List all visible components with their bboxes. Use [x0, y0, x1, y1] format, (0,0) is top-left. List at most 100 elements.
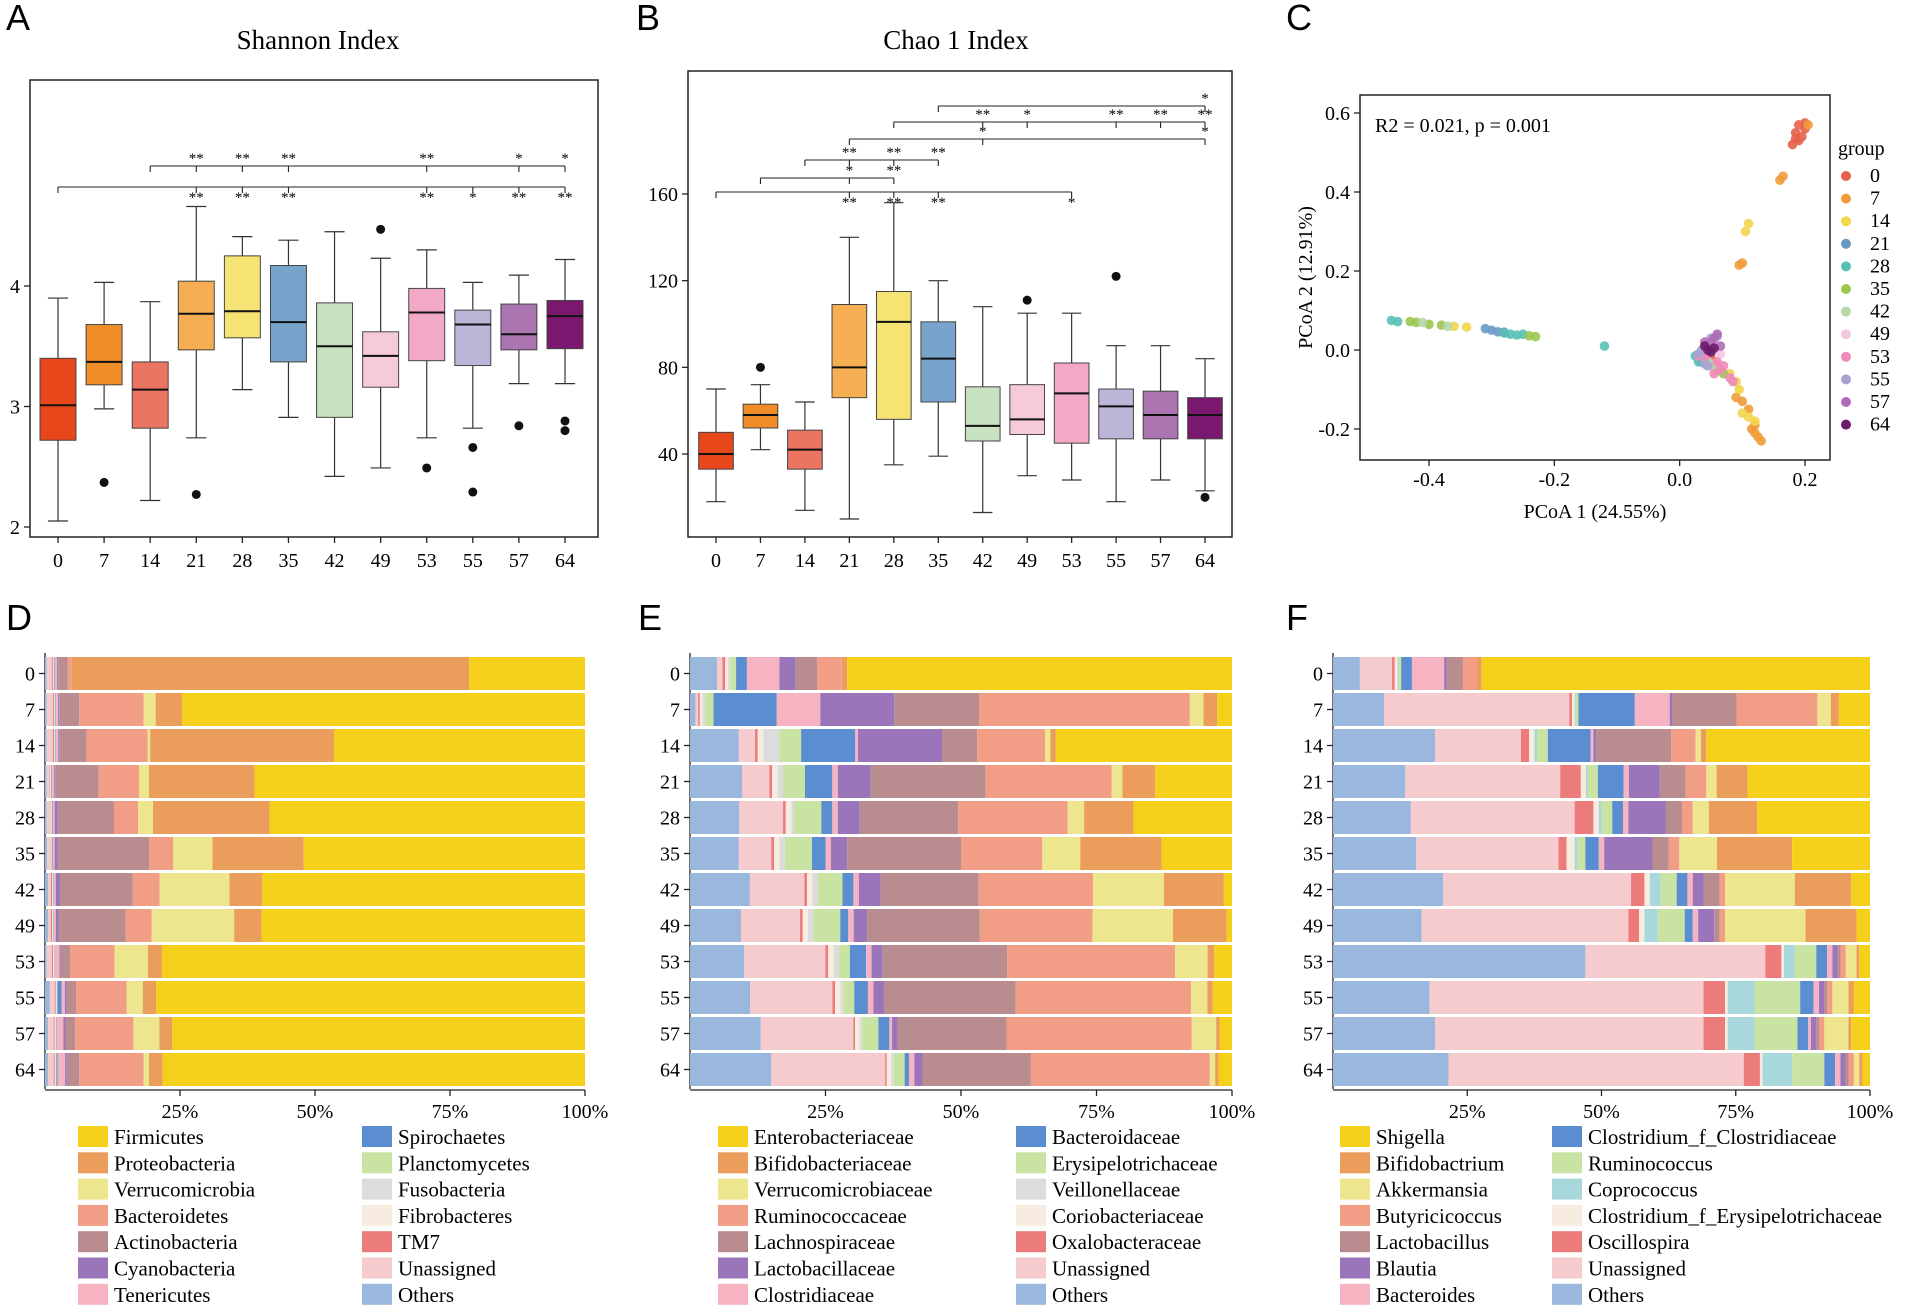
phylum-segment-proteobacteria [153, 801, 270, 834]
shannon-xtick-label: 0 [53, 550, 63, 572]
phylum-legend-key [362, 1204, 392, 1226]
phylum-segment-tenericutes [52, 837, 55, 870]
genus-segment-lactobacillus [1652, 837, 1669, 870]
phylum-segment-tm7 [53, 1053, 55, 1086]
genus-segment-bacteroides [1676, 873, 1688, 906]
genus-segment-ruminococcus [1657, 909, 1685, 942]
chao1-significance-stars: ** [1198, 107, 1213, 123]
family-segment-ruminococcaceae [978, 873, 1094, 906]
pcoa-legend-key-0 [1841, 171, 1851, 181]
genus-segment-coprococcus [1574, 693, 1576, 726]
family-segment-bifidobacteriaceae [1122, 765, 1156, 798]
family-category-label: 14 [660, 736, 680, 758]
chao1-box-42 [964, 386, 1001, 442]
family-legend-label: Unassigned [1052, 1257, 1150, 1281]
genus-segment-clostridium_f_erysipelotrichaceae [1725, 1017, 1728, 1050]
shannon-xtick-label: 7 [99, 550, 109, 572]
family-segment-veillonellaceae [840, 981, 844, 1014]
family-segment-verrucomicrobiaceae [1191, 1017, 1217, 1050]
chao1-xtick-label: 21 [839, 550, 859, 572]
phylum-segment-fusobacteria [50, 801, 52, 834]
family-segment-lachnospiraceae [870, 765, 986, 798]
family-legend-label: Veillonellaceae [1052, 1178, 1180, 1202]
phylum-segment-planctomycetes [56, 981, 58, 1014]
shannon-significance-stars: ** [235, 190, 250, 206]
family-segment-verrucomicrobiaceae [1209, 1053, 1216, 1086]
pcoa-point-group-55 [1703, 361, 1713, 371]
genus-segment-blautia [1628, 765, 1660, 798]
chao1-box-49 [1009, 384, 1046, 435]
genus-legend-key [1552, 1126, 1582, 1147]
family-segment-ruminococcaceae [1030, 1053, 1210, 1086]
phylum-segment-actinobacteria [59, 693, 80, 726]
phylum-category-label: 42 [15, 880, 35, 902]
phylum-segment-cyanobacteria [65, 1053, 67, 1086]
family-segment-verrucomicrobiaceae [1111, 765, 1123, 798]
genus-segment-akkermansia [1853, 1053, 1860, 1086]
phylum-segment-others [45, 657, 47, 690]
pcoa-legend-key-49 [1841, 329, 1851, 340]
genus-segment-bacteroides [1816, 945, 1828, 978]
phylum-segment-others [45, 693, 47, 726]
family-segment-lactobacillaceae [779, 657, 796, 690]
genus-segment-blautia [1818, 981, 1825, 1014]
family-segment-coriobacteriaceae [828, 945, 834, 978]
phylum-legend-key [362, 1126, 392, 1147]
panel-label-a: A [6, 0, 30, 38]
genus-xtick-label: 100% [1847, 1101, 1894, 1123]
phylum-segment-proteobacteria [71, 657, 470, 690]
phylum-segment-spirochaetes [55, 693, 57, 726]
family-segment-oxalobacteraceae [800, 909, 803, 942]
genus-segment-bifidobacterium [1848, 981, 1854, 1014]
genus-segment-unassigned [1359, 657, 1393, 690]
phylum-segment-others [45, 1053, 49, 1086]
phylum-segment-firmicutes [469, 657, 585, 690]
family-segment-veillonellaceae [808, 909, 814, 942]
phylum-segment-others [45, 945, 47, 978]
genus-segment-blautia [1692, 873, 1704, 906]
family-category-label: 7 [670, 700, 680, 722]
phylum-segment-fibrobacteres [53, 729, 55, 762]
family-segment-bifidobacteriaceae [1172, 909, 1227, 942]
phylum-segment-fusobacteria [53, 657, 54, 690]
family-segment-lachnospiraceae [882, 945, 1008, 978]
chao1-xtick-label: 28 [884, 550, 904, 572]
genus-segment-butyricicoccus [1671, 729, 1696, 762]
genus-segment-lactobacillus [1824, 981, 1828, 1014]
genus-segment-bifidobacterium [1859, 1053, 1863, 1086]
genus-segment-oscillospira [1765, 945, 1782, 978]
genus-legend-label: Shigella [1376, 1125, 1446, 1149]
phylum-segment-others [45, 729, 47, 762]
shannon-significance-stars: ** [281, 151, 296, 167]
chao1-xtick-label: 7 [755, 550, 765, 572]
family-segment-bifidobacteriaceae [1050, 729, 1056, 762]
family-segment-lactobacillaceae [820, 693, 895, 726]
phylum-segment-tm7 [52, 729, 54, 762]
family-segment-coriobacteriaceae [807, 873, 813, 906]
shannon-outlier-point [560, 416, 570, 426]
chao1-xtick-label: 49 [1017, 550, 1037, 572]
genus-segment-clostridium_f_erysipelotrichaceae [1394, 657, 1398, 690]
family-segment-lactobacillaceae [853, 909, 868, 942]
phylum-segment-verrucomicrobia [173, 837, 213, 870]
family-segment-bacteroidaceae [854, 981, 868, 1014]
phylum-xtick-label: 50% [297, 1101, 334, 1123]
genus-segment-akkermansia [1824, 1017, 1849, 1050]
pcoa-point-group-14 [1734, 384, 1744, 395]
pcoa-point-group-57 [1712, 329, 1723, 340]
genus-category-label: 21 [1303, 772, 1323, 794]
pcoa-point-group-28 [1392, 316, 1403, 327]
pcoa-point-group-42 [1443, 321, 1453, 332]
genus-segment-clostridium_f_clostridiaceae [1590, 729, 1594, 762]
family-segment-ruminococcaceae [985, 765, 1112, 798]
family-segment-enterobacteriaceae [1223, 873, 1232, 906]
family-segment-ruminococcaceae [979, 693, 1190, 726]
genus-segment-oscillospira [1558, 837, 1567, 870]
chao1-significance-stars: ** [975, 107, 990, 123]
family-segment-oxalobacteraceae [755, 729, 758, 762]
phylum-segment-actinobacteria [65, 1017, 76, 1050]
family-segment-oxalobacteraceae [783, 801, 786, 834]
genus-segment-shigella [1859, 945, 1870, 978]
phylum-category-label: 64 [15, 1060, 35, 1082]
